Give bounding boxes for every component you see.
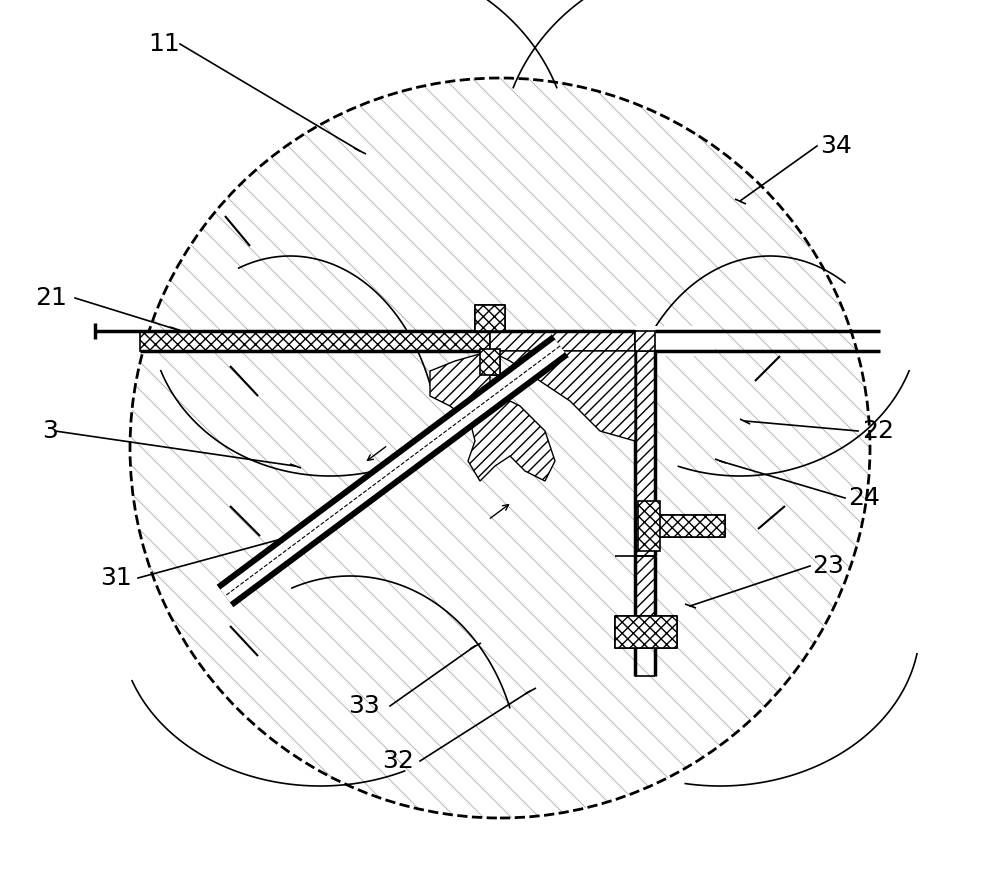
Bar [635,331,655,351]
Polygon shape [220,340,565,602]
Text: 3: 3 [42,419,58,443]
Polygon shape [490,351,635,441]
Text: 33: 33 [348,694,380,718]
Text: 32: 32 [382,749,414,773]
Polygon shape [430,351,555,481]
Polygon shape [630,326,715,356]
Bar [615,616,677,648]
Bar [475,305,505,331]
Text: 21: 21 [35,286,67,310]
Text: 22: 22 [862,419,894,443]
Bar [638,501,660,551]
Bar [655,515,725,537]
Bar [490,331,635,351]
Text: 11: 11 [148,32,180,56]
Text: 23: 23 [812,554,844,578]
Text: 31: 31 [100,566,132,590]
Bar [635,351,655,556]
Bar [480,349,500,375]
Bar [140,331,490,351]
Polygon shape [217,335,568,607]
Bar [635,556,655,616]
Text: 34: 34 [820,134,852,158]
Text: 24: 24 [848,486,880,510]
